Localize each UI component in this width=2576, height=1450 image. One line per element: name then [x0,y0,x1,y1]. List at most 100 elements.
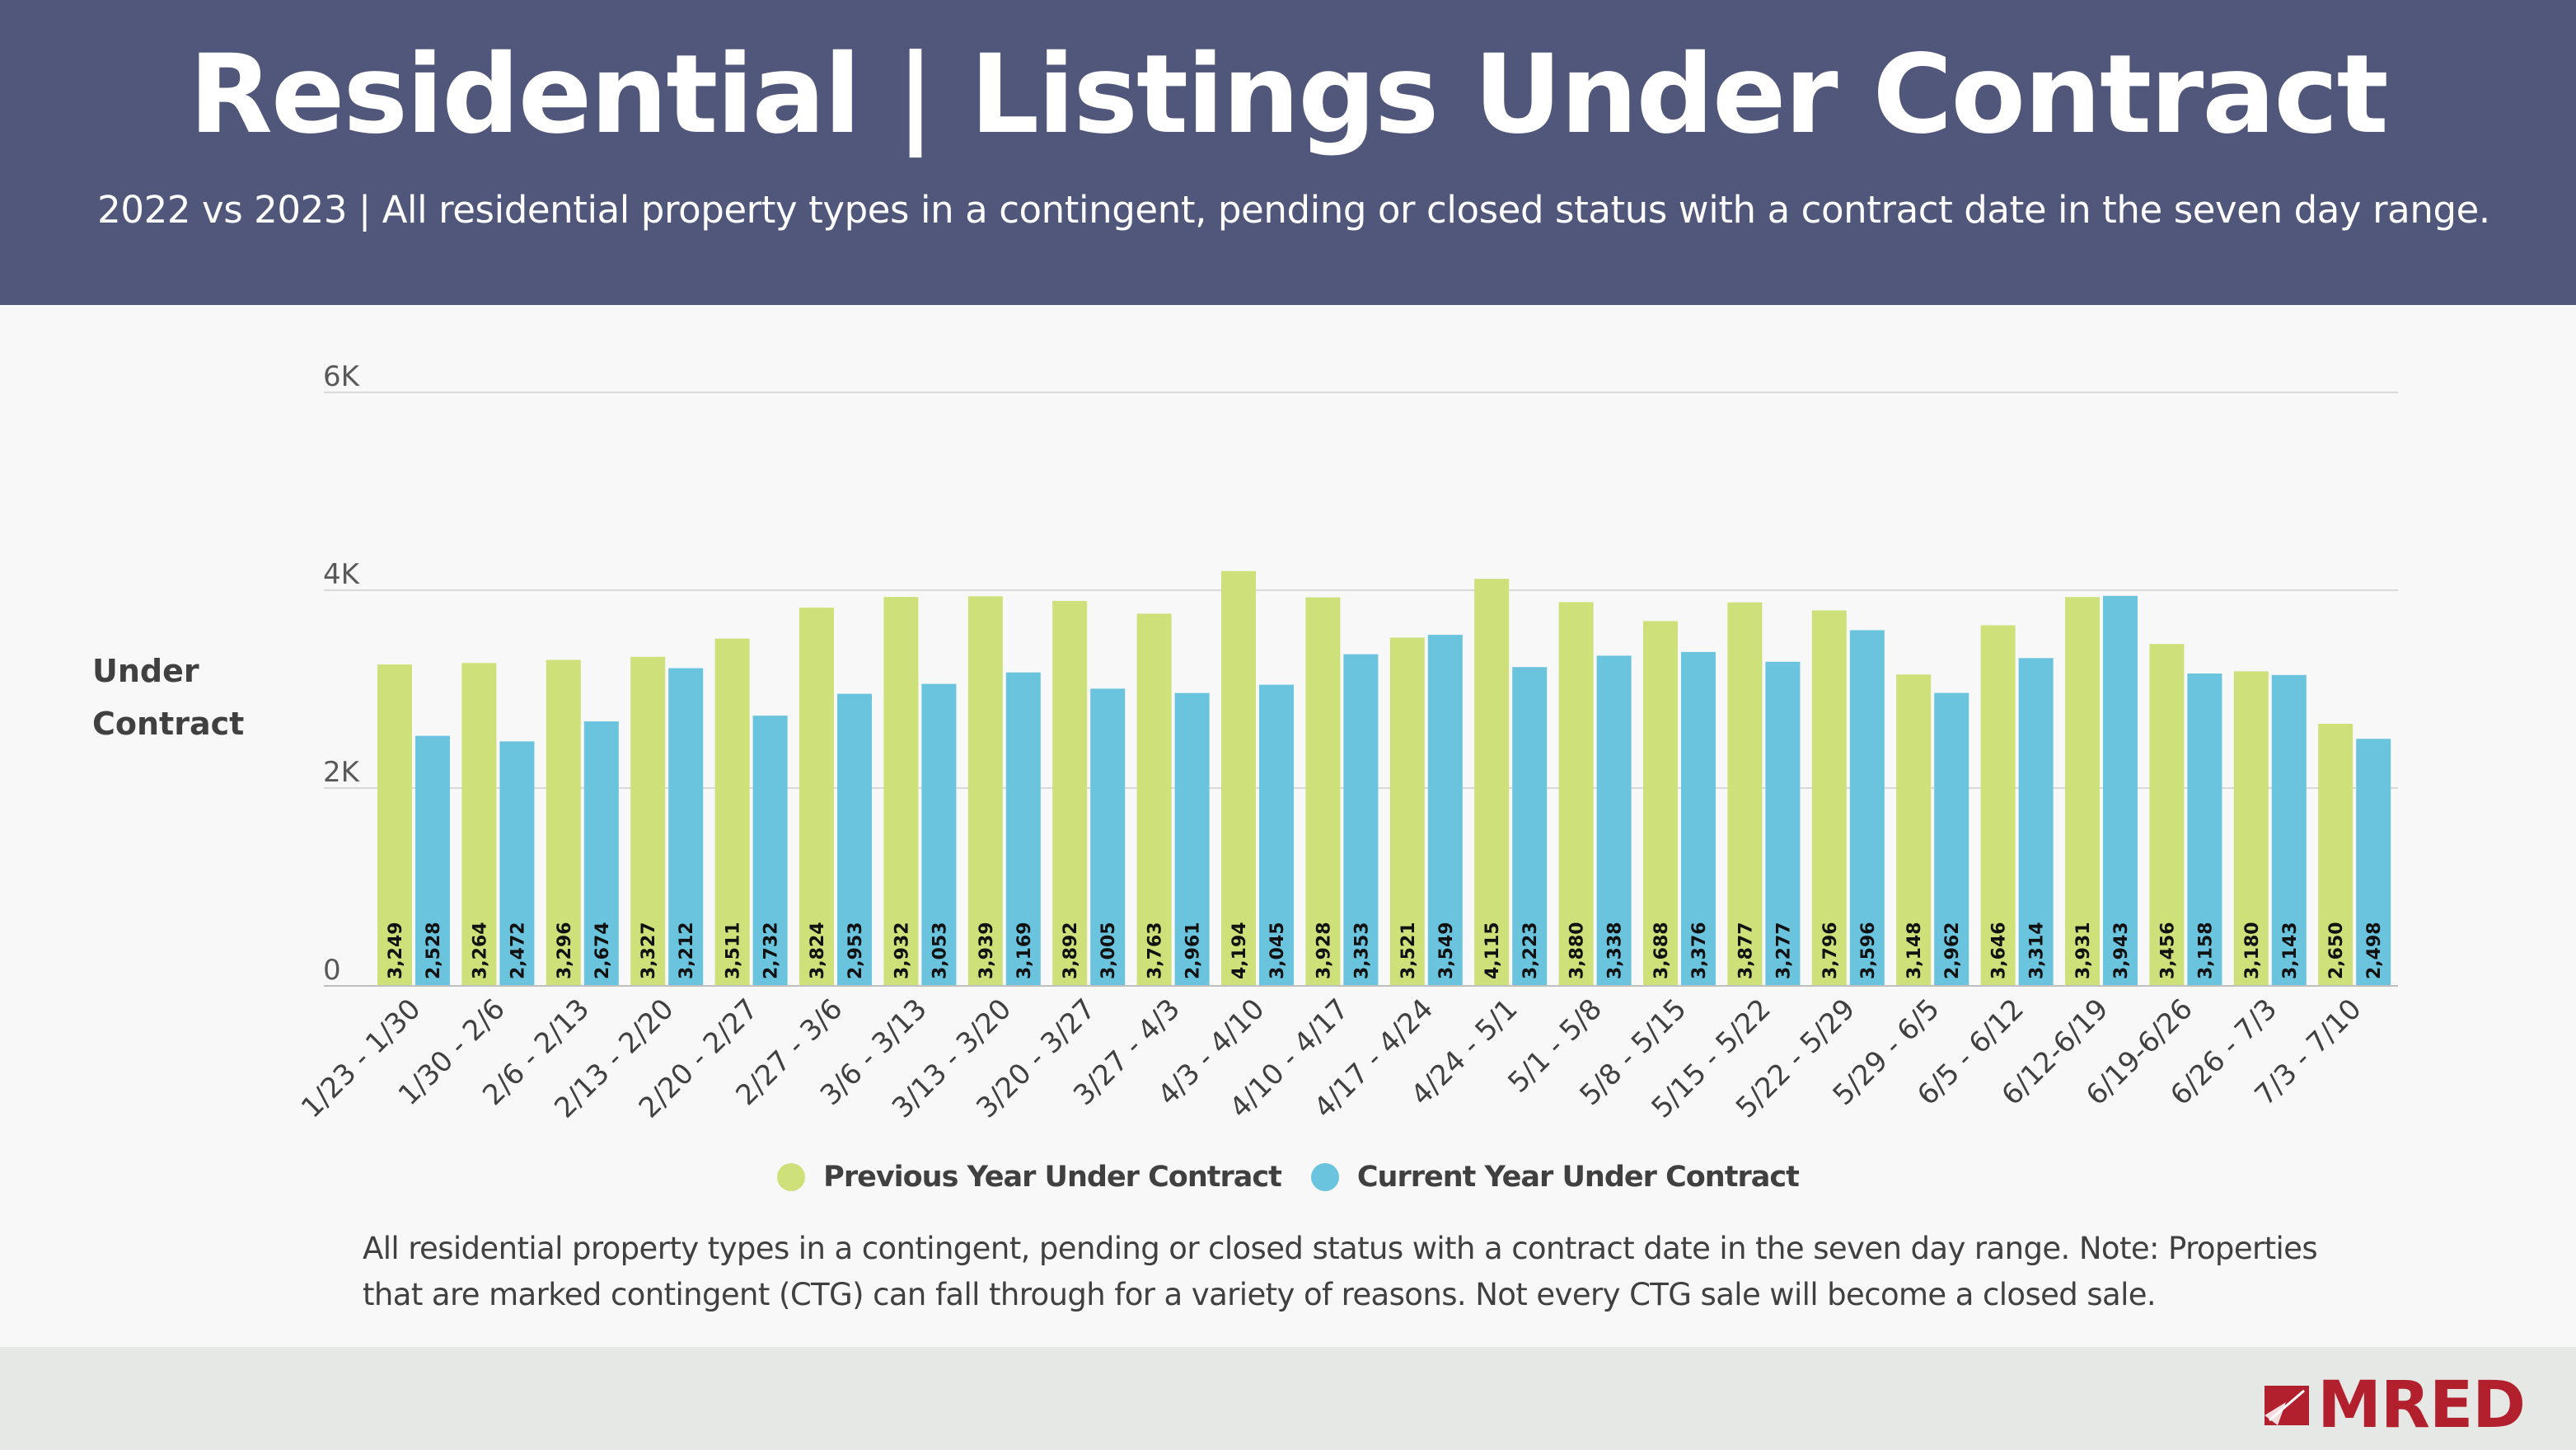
y-tick-label: 0 [323,954,341,987]
bar-current-year [2271,674,2307,986]
bar-current-year [2187,673,2222,986]
bar-previous-year [1727,602,1763,986]
data-label: 3,148 [1904,922,1925,979]
bar-previous-year [2233,671,2269,986]
bar-current-year [752,716,788,986]
data-label: 3,688 [1651,922,1672,979]
bar-current-year [499,741,535,986]
bar-current-year [1849,630,1885,986]
bar-current-year [1259,684,1294,986]
legend-label: Current Year Under Contract [1356,1161,1800,1194]
bar-previous-year [967,596,1003,986]
data-label: 3,931 [2073,922,2094,979]
data-label: 2,962 [1942,922,1963,979]
data-label: 3,880 [1567,922,1588,979]
data-label: 2,961 [1183,922,1204,979]
legend-label: Previous Year Under Contract [823,1161,1282,1194]
bar-previous-year [1221,570,1256,986]
bar-current-year [2018,658,2054,986]
data-label: 4,115 [1482,922,1503,979]
data-label: 3,277 [1773,922,1794,979]
bar-previous-year [1896,674,1932,986]
data-label: 3,249 [386,922,406,979]
footer-band [0,1347,2576,1450]
bar-current-year [921,683,957,986]
bar-previous-year [1052,600,1088,986]
data-label: 3,223 [1520,922,1541,979]
bar-current-year [2103,595,2138,986]
data-label: 3,005 [1098,922,1119,979]
bar-current-year [1934,692,1969,986]
data-label: 3,928 [1314,922,1334,979]
data-label: 2,472 [508,922,528,979]
bar-current-year [837,693,872,986]
bar-previous-year [630,656,666,986]
data-label: 3,264 [470,922,490,979]
bar-current-year [1174,692,1210,986]
data-label: 3,376 [1689,922,1710,979]
data-label: 3,763 [1145,922,1166,979]
page-title: Residential | Listings Under Contract [189,31,2388,158]
data-label: 2,953 [845,922,866,979]
bar-current-year [1681,651,1716,986]
data-label: 3,158 [2195,922,2216,979]
bar-previous-year [1136,613,1172,986]
data-label: 3,053 [930,922,950,979]
data-label: 3,143 [2280,922,2301,979]
data-label: 3,596 [1858,922,1879,979]
bar-previous-year [1643,621,1678,986]
mred-logo-mark-icon [2265,1386,2310,1425]
bar-previous-year [1980,625,2016,986]
bar-current-year [583,721,619,986]
bar-current-year [415,735,450,986]
bar-previous-year [1305,597,1341,986]
bar-current-year [1427,635,1463,986]
footnote: All residential property types in a cont… [363,1231,2318,1312]
data-label: 3,932 [892,922,912,979]
logo-text: MRED [2317,1368,2526,1443]
data-label: 2,498 [2364,922,2385,979]
y-tick-label: 6K [323,360,361,393]
bar-previous-year [714,638,750,986]
data-label: 3,314 [2027,922,2048,979]
y-tick-label: 2K [323,756,361,789]
bar-previous-year [377,664,412,986]
data-label: 3,045 [1267,922,1288,979]
mred-logo: MRED [2261,1368,2526,1443]
bar-previous-year [546,659,581,986]
data-label: 2,732 [761,922,782,979]
header-band: Residential | Listings Under Contract 20… [0,0,2576,305]
data-label: 3,943 [2111,922,2132,979]
bar-previous-year [2149,644,2185,986]
data-label: 3,296 [555,922,575,979]
legend-dot-icon [777,1163,806,1191]
data-label: 3,824 [808,922,828,979]
data-label: 4,194 [1229,922,1250,979]
chart-area: 0 2K 4K 6K 3,249 2,528 1/23 - 1/30 3,264 2,472 1/… [0,305,2576,1347]
data-label: 2,650 [2326,922,2347,979]
legend-dot-icon [1310,1163,1339,1191]
data-label: 3,353 [1351,922,1372,979]
chart-legend: Previous Year Under Contract Current Yea… [0,1161,2576,1194]
data-label: 3,456 [2157,922,2178,979]
page-subtitle: 2022 vs 2023 | All residential property … [97,188,2490,232]
data-label: 3,327 [639,922,659,979]
data-label: 2,528 [424,922,444,979]
data-label: 3,511 [724,922,744,979]
data-label: 3,646 [1989,922,2010,979]
bar-previous-year [461,663,497,986]
bar-previous-year [1811,610,1847,986]
bar-previous-year [1558,602,1594,986]
y-tick-label: 4K [323,558,361,591]
data-label: 3,939 [977,922,997,979]
data-label: 3,796 [1820,922,1841,979]
data-label: 3,877 [1735,922,1756,979]
data-label: 3,169 [1014,922,1035,979]
data-label: 3,549 [1436,922,1457,979]
bar-previous-year [2065,597,2100,986]
legend-item-previous-year: Previous Year Under Contract [777,1161,1282,1194]
bar-current-year [1596,655,1632,986]
data-label: 2,674 [592,922,613,979]
bar-previous-year [883,597,919,986]
